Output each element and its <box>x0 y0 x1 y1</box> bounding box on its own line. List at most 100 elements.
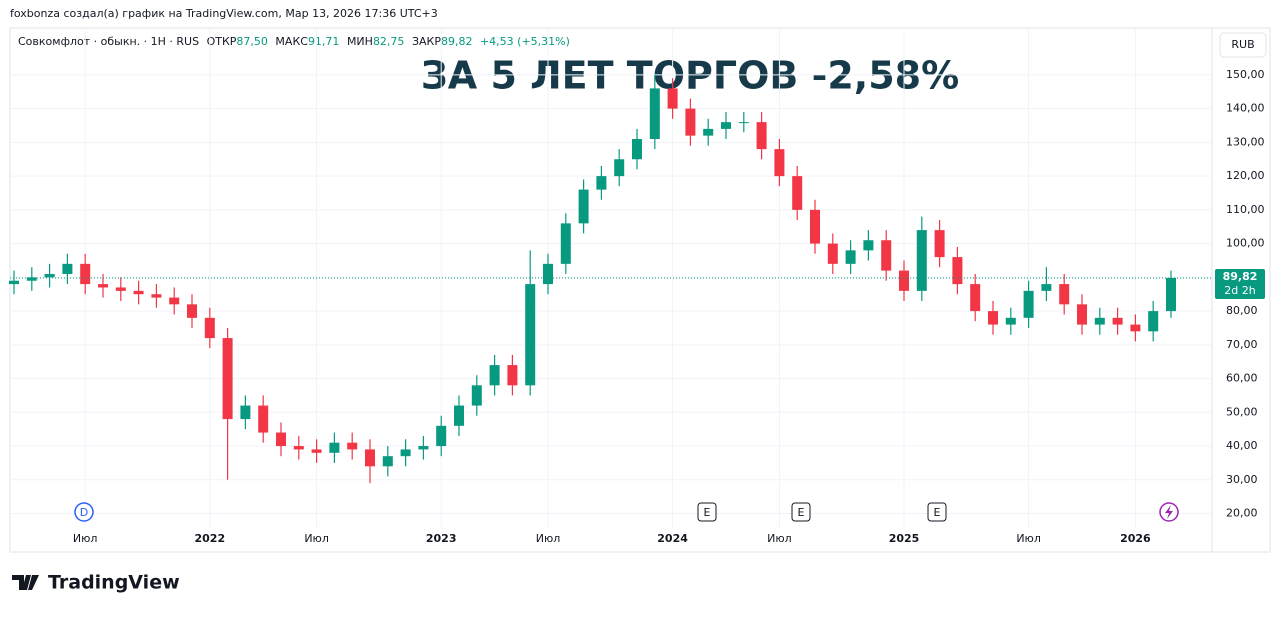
y-tick-label: 50,00 <box>1226 405 1258 418</box>
earnings-marker[interactable] <box>697 502 717 522</box>
y-tick-label: 80,00 <box>1226 304 1258 317</box>
candle-body <box>169 297 180 305</box>
candle-body <box>329 442 340 453</box>
legend-value: 87,50 <box>236 35 268 48</box>
dividend-marker[interactable] <box>74 502 94 522</box>
candle-body <box>934 230 945 258</box>
legend-change: +4,53 (+5,31%) <box>480 35 570 48</box>
candle-body <box>863 240 874 251</box>
candle-body <box>62 263 73 274</box>
legend-text: Совкомфлот · обыкн. · 1H · RUS ОТКР87,50… <box>18 35 570 48</box>
x-tick-label: 2026 <box>1120 532 1151 545</box>
legend-label: ЗАКР <box>412 35 441 48</box>
candle-body <box>1166 277 1176 312</box>
candle-body <box>952 257 963 285</box>
candle-body <box>845 250 856 264</box>
candle-body <box>774 149 785 177</box>
lightning-icon <box>1165 505 1173 519</box>
candle-body <box>436 425 447 447</box>
candle-body <box>507 365 518 386</box>
event-label[interactable]: E <box>934 506 941 519</box>
chart-frame <box>9 27 1271 553</box>
candle-body <box>827 243 838 264</box>
currency[interactable]: RUB <box>1231 38 1254 51</box>
brand-name: TradingView <box>48 572 180 594</box>
candle-body <box>400 449 411 457</box>
earnings-marker[interactable] <box>927 502 947 522</box>
x-tick-label: 2023 <box>426 532 457 545</box>
earnings-marker[interactable] <box>791 502 811 522</box>
candle-body <box>649 88 660 140</box>
candle-body <box>204 317 215 339</box>
candle-body <box>454 405 464 426</box>
x-tick-label: 2022 <box>194 532 225 545</box>
candle-body <box>151 294 162 298</box>
y-tick-label: 110,00 <box>1226 203 1265 216</box>
candle-body <box>1059 284 1070 305</box>
legend-label: МАКС <box>275 35 308 48</box>
candle-body <box>347 442 358 450</box>
y-tick-label: 140,00 <box>1226 102 1265 115</box>
candle-body <box>1112 317 1123 325</box>
event-label[interactable]: E <box>798 506 805 519</box>
x-tick-label: Июл <box>73 532 98 545</box>
candle-body <box>80 263 91 285</box>
legend-value: 82,75 <box>373 35 405 48</box>
y-tick-label: 60,00 <box>1226 372 1258 385</box>
x-tick-label: 2025 <box>889 532 920 545</box>
y-tick-label: 150,00 <box>1226 68 1265 81</box>
event-label[interactable]: D <box>80 506 88 519</box>
event-label[interactable]: E <box>704 506 711 519</box>
candle-body <box>543 263 553 285</box>
candle-body <box>596 176 607 190</box>
currency-button[interactable] <box>1219 32 1267 58</box>
y-tick-label: 20,00 <box>1226 507 1258 520</box>
candle-body <box>1023 290 1034 318</box>
candle-body <box>311 449 322 453</box>
candle-body <box>1130 324 1141 332</box>
chart-title: ЗА 5 ЛЕТ ТОРГОВ -2,58% <box>421 54 959 98</box>
candle-body <box>881 240 892 271</box>
candle-body <box>1148 311 1159 332</box>
attribution: foxbonza создал(а) график на TradingView… <box>10 7 438 20</box>
logo-icon <box>12 575 39 590</box>
candle-body <box>44 273 55 278</box>
candle-body <box>471 385 482 406</box>
y-tick-label: 70,00 <box>1226 338 1258 351</box>
candle-body <box>9 280 19 285</box>
candle-body <box>685 108 696 136</box>
candle-body <box>738 122 749 124</box>
y-tick-label: 100,00 <box>1226 237 1265 250</box>
candle-body <box>988 311 998 325</box>
candle-body <box>970 284 981 312</box>
candle-body <box>667 88 678 109</box>
candle-body <box>222 338 233 420</box>
candle-body <box>703 128 714 136</box>
countdown-label: 2d 2h <box>1224 284 1255 297</box>
plot: 20,0030,0040,0050,0060,0070,0080,0090,00… <box>9 28 1265 545</box>
legend-label: ОТКР <box>207 35 237 48</box>
candle-body <box>560 223 571 264</box>
candle-body <box>258 405 269 433</box>
candle-body <box>525 284 536 386</box>
candle-body <box>916 230 927 291</box>
legend-value: 89,82 <box>441 35 473 48</box>
candle-body <box>578 189 589 224</box>
candle-body <box>187 304 197 318</box>
candle-body <box>792 176 803 210</box>
candle-body <box>899 270 909 291</box>
x-tick-label: Июл <box>304 532 329 545</box>
candle-body <box>133 290 144 295</box>
candle-body <box>98 284 108 288</box>
candle-body <box>1041 284 1052 291</box>
candle-body <box>721 122 731 129</box>
candle-body <box>26 277 37 281</box>
candle-body <box>756 122 767 150</box>
y-tick-label: 130,00 <box>1226 135 1265 148</box>
candle-body <box>1005 317 1016 325</box>
x-tick-label: 2024 <box>657 532 688 545</box>
legend-label: МИН <box>347 35 373 48</box>
y-tick-label: 120,00 <box>1226 169 1265 182</box>
y-tick-label: 30,00 <box>1226 473 1258 486</box>
x-tick-label: Июл <box>1016 532 1041 545</box>
